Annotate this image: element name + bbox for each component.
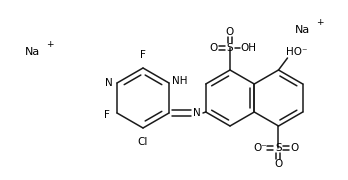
Text: O: O (226, 27, 234, 37)
Text: HO⁻: HO⁻ (286, 47, 307, 57)
Text: Cl: Cl (138, 137, 148, 147)
Text: N: N (105, 78, 113, 88)
Text: NH: NH (172, 76, 188, 86)
Text: F: F (140, 50, 146, 60)
Text: Na: Na (25, 47, 40, 57)
Text: S: S (227, 43, 233, 53)
Text: S: S (275, 143, 282, 153)
Text: O⁻: O⁻ (254, 143, 267, 153)
Text: +: + (316, 17, 324, 26)
Text: N: N (193, 108, 201, 118)
Text: +: + (46, 39, 54, 48)
Text: O: O (210, 43, 218, 53)
Text: F: F (104, 110, 110, 120)
Text: O: O (274, 159, 283, 169)
Text: OH: OH (240, 43, 256, 53)
Text: O: O (290, 143, 299, 153)
Text: Na: Na (295, 25, 310, 35)
